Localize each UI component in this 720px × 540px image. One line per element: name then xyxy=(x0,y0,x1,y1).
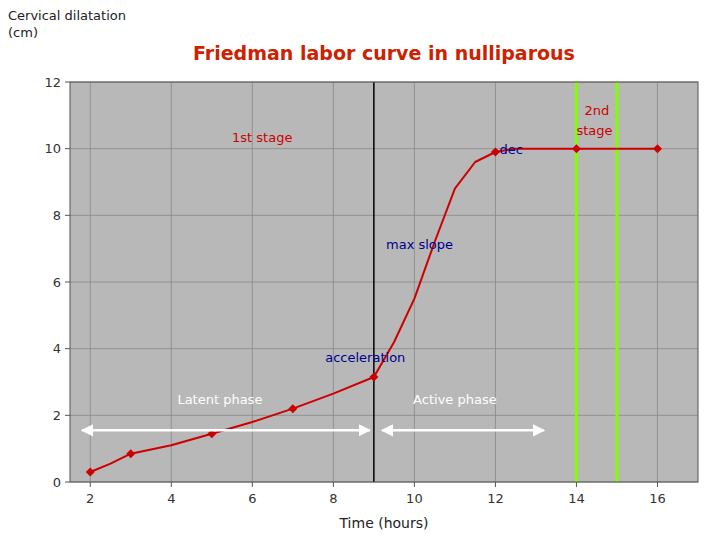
curve-line xyxy=(90,149,657,472)
tick-label-y: 4 xyxy=(53,341,61,356)
x-axis-label: Time (hours) xyxy=(339,515,429,531)
grid-line-x xyxy=(171,82,172,482)
grid-line-y xyxy=(70,215,698,216)
point-marker xyxy=(572,144,581,153)
tick-y xyxy=(65,148,70,149)
tick-label-x: 10 xyxy=(406,491,423,506)
tick-label-y: 2 xyxy=(53,408,61,423)
ticks: 2 4 6 8 10 12 14 16 0 2 4 6 8 10 12 xyxy=(44,75,665,507)
annotation: stage xyxy=(576,123,612,138)
plot-background xyxy=(70,82,698,482)
point-marker xyxy=(653,144,662,153)
tick-x xyxy=(576,482,577,487)
tick-label-x: 16 xyxy=(649,491,666,506)
point-marker xyxy=(86,468,95,477)
tick-x xyxy=(252,482,253,487)
tick-label-y: 0 xyxy=(53,475,61,490)
y-axis-label: Cervical dilatation xyxy=(8,8,126,23)
point-marker xyxy=(126,449,135,458)
grid-line-x xyxy=(90,82,91,482)
grid-line-y xyxy=(70,282,698,283)
tick-label-x: 4 xyxy=(167,491,175,506)
title: Friedman labor curve in nulliparous xyxy=(193,42,575,64)
tick-x xyxy=(333,482,334,487)
tick-y xyxy=(65,82,70,83)
vertical-line xyxy=(615,82,618,482)
point-marker xyxy=(288,404,297,413)
annotation: 1st stage xyxy=(232,130,292,145)
annotation: max slope xyxy=(386,237,453,252)
tick-label-y: 6 xyxy=(53,275,61,290)
tick-label-y: 10 xyxy=(44,141,61,156)
tick-y xyxy=(65,282,70,283)
grid-line-x xyxy=(576,82,577,482)
phase-arrow xyxy=(82,429,370,432)
vertical-line xyxy=(373,82,375,482)
grid-line-x xyxy=(414,82,415,482)
grid-line-x xyxy=(495,82,496,482)
tick-x xyxy=(90,482,91,487)
tick-label-y: 12 xyxy=(44,75,61,90)
plot-data xyxy=(82,82,662,482)
tick-y xyxy=(65,348,70,349)
annotation: Active phase xyxy=(413,392,497,407)
annotations: 1st stage 2nd stage dec max slope acceleratio… xyxy=(177,103,612,406)
tick-label-x: 8 xyxy=(329,491,337,506)
point-marker xyxy=(369,373,378,382)
tick-label-x: 6 xyxy=(248,491,256,506)
tick-y xyxy=(65,482,70,483)
tick-label-y: 8 xyxy=(53,208,61,223)
chart: 2 4 6 8 10 12 14 16 0 2 4 6 8 10 12 1st stage 2nd stage de… xyxy=(0,0,720,540)
annotation: Latent phase xyxy=(177,392,262,407)
grid-line-x xyxy=(657,82,658,482)
tick-label-x: 14 xyxy=(568,491,585,506)
tick-y xyxy=(65,415,70,416)
tick-label-x: 2 xyxy=(86,491,94,506)
tick-x xyxy=(171,482,172,487)
tick-label-x: 12 xyxy=(487,491,504,506)
tick-x xyxy=(414,482,415,487)
grid xyxy=(70,82,698,482)
annotation: 2nd xyxy=(585,103,610,118)
annotation: acceleration xyxy=(325,350,405,365)
tick-y xyxy=(65,215,70,216)
tick-x xyxy=(495,482,496,487)
grid-line-y xyxy=(70,415,698,416)
plot-frame xyxy=(70,82,698,482)
y-axis-label: (cm) xyxy=(8,25,38,40)
phase-arrow xyxy=(382,429,544,432)
tick-x xyxy=(657,482,658,487)
vertical-line xyxy=(575,82,578,482)
grid-line-x xyxy=(333,82,334,482)
annotation: dec xyxy=(499,142,522,157)
